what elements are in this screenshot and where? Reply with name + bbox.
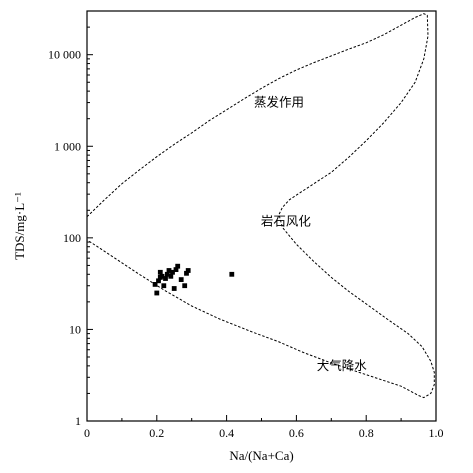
x-tick-label: 0.8 [359, 426, 374, 440]
plot-area [86, 13, 435, 399]
x-tick-label: 0.4 [219, 426, 234, 440]
x-tick-label: 0 [84, 426, 90, 440]
data-point [163, 276, 168, 281]
data-point [171, 286, 177, 291]
x-axis-ticks: 0 0.2 0.4 0.6 0.8 1.0 [84, 415, 444, 440]
data-point [164, 271, 170, 277]
data-point [154, 290, 160, 296]
y-axis-ticks: 1 10 100 1 000 10 000 [48, 10, 93, 428]
data-point [156, 278, 161, 284]
data-point [166, 268, 172, 273]
annotation-label: 大气降水 [317, 358, 368, 373]
data-points [152, 263, 235, 296]
data-point [168, 273, 174, 279]
x-tick-label: 0.6 [289, 426, 304, 440]
y-tick-label: 1 000 [54, 139, 81, 153]
y-tick-label: 10 [69, 322, 81, 336]
annotation-label: 蒸发作用 [254, 95, 304, 110]
data-point [184, 270, 189, 276]
data-point [185, 268, 191, 273]
x-axis-title: Na/(Na+Ca) [229, 448, 293, 463]
y-tick-label: 1 [75, 414, 81, 428]
data-point [157, 269, 163, 275]
data-point [229, 271, 235, 277]
data-point [161, 283, 167, 289]
data-point [159, 273, 165, 279]
data-point [178, 277, 184, 282]
x-tick-label: 1.0 [429, 426, 444, 440]
y-tick-label: 100 [63, 231, 81, 245]
data-point [170, 269, 175, 275]
y-tick-label: 10 000 [48, 48, 81, 62]
data-point [182, 283, 188, 289]
data-point [175, 263, 181, 269]
y-axis-title: TDS/mg·L⁻¹ [12, 192, 27, 260]
gibbs-boundary-curve [86, 13, 435, 399]
annotation-label: 岩石风化 [261, 214, 312, 229]
data-point [152, 282, 158, 287]
x-tick-label: 0.2 [149, 426, 164, 440]
data-point [173, 267, 179, 272]
